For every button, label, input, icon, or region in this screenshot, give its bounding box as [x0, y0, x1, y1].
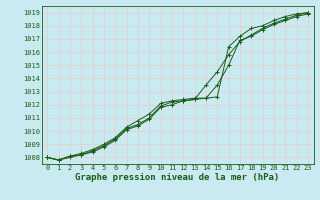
- X-axis label: Graphe pression niveau de la mer (hPa): Graphe pression niveau de la mer (hPa): [76, 173, 280, 182]
